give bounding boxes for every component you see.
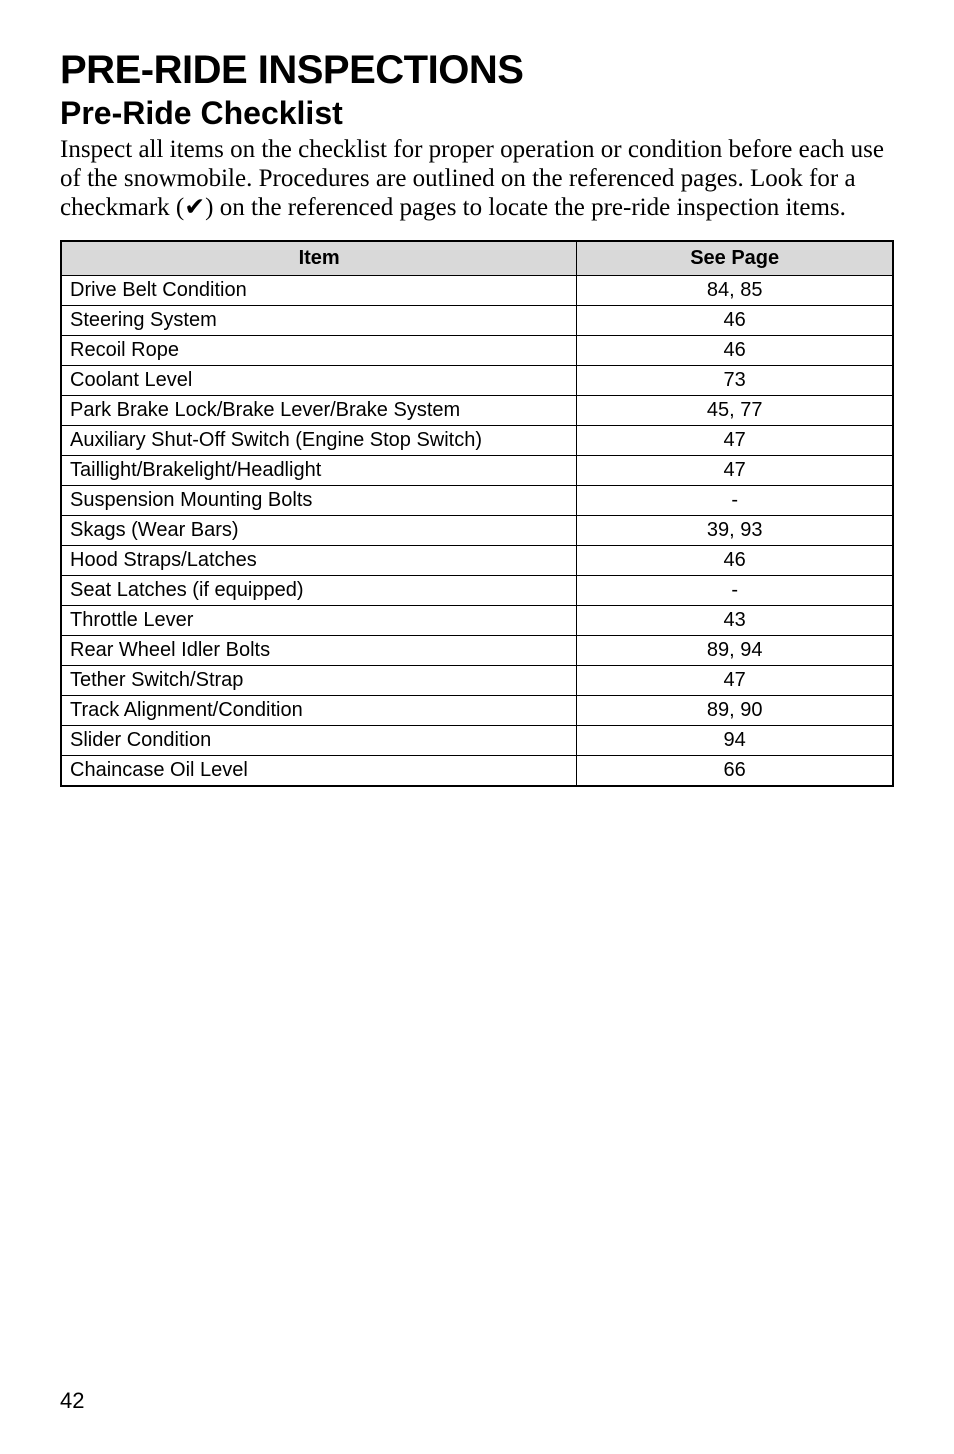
item-cell: Track Alignment/Condition: [61, 696, 577, 726]
table-row: Drive Belt Condition84, 85: [61, 276, 893, 306]
item-cell: Throttle Lever: [61, 606, 577, 636]
table-row: Chaincase Oil Level66: [61, 756, 893, 787]
table-row: Auxiliary Shut-Off Switch (Engine Stop S…: [61, 426, 893, 456]
page-number: 42: [60, 1388, 84, 1414]
page-cell: 45, 77: [577, 396, 893, 426]
page-cell: 39, 93: [577, 516, 893, 546]
table-row: Skags (Wear Bars)39, 93: [61, 516, 893, 546]
item-cell: Drive Belt Condition: [61, 276, 577, 306]
table-row: Suspension Mounting Bolts-: [61, 486, 893, 516]
table-row: Steering System46: [61, 306, 893, 336]
table-row: Taillight/Brakelight/Headlight47: [61, 456, 893, 486]
checklist-table: Item See Page Drive Belt Condition84, 85…: [60, 240, 894, 787]
page-cell: 43: [577, 606, 893, 636]
page-cell: -: [577, 486, 893, 516]
table-row: Throttle Lever43: [61, 606, 893, 636]
page-cell: 46: [577, 306, 893, 336]
sub-title: Pre-Ride Checklist: [60, 95, 894, 132]
table-row: Tether Switch/Strap47: [61, 666, 893, 696]
page-cell: 46: [577, 546, 893, 576]
table-row: Seat Latches (if equipped)-: [61, 576, 893, 606]
page-cell: 47: [577, 666, 893, 696]
table-body: Drive Belt Condition84, 85Steering Syste…: [61, 276, 893, 787]
item-cell: Recoil Rope: [61, 336, 577, 366]
page-cell: 46: [577, 336, 893, 366]
item-cell: Taillight/Brakelight/Headlight: [61, 456, 577, 486]
table-row: Hood Straps/Latches46: [61, 546, 893, 576]
page-cell: 73: [577, 366, 893, 396]
table-row: Coolant Level73: [61, 366, 893, 396]
item-cell: Auxiliary Shut-Off Switch (Engine Stop S…: [61, 426, 577, 456]
page-cell: 89, 90: [577, 696, 893, 726]
header-page: See Page: [577, 241, 893, 276]
item-cell: Hood Straps/Latches: [61, 546, 577, 576]
table-row: Track Alignment/Condition89, 90: [61, 696, 893, 726]
item-cell: Rear Wheel Idler Bolts: [61, 636, 577, 666]
item-cell: Suspension Mounting Bolts: [61, 486, 577, 516]
item-cell: Coolant Level: [61, 366, 577, 396]
page-cell: -: [577, 576, 893, 606]
header-item: Item: [61, 241, 577, 276]
table-header-row: Item See Page: [61, 241, 893, 276]
page-cell: 47: [577, 426, 893, 456]
item-cell: Park Brake Lock/Brake Lever/Brake System: [61, 396, 577, 426]
item-cell: Skags (Wear Bars): [61, 516, 577, 546]
intro-paragraph: Inspect all items on the checklist for p…: [60, 136, 894, 222]
page-cell: 47: [577, 456, 893, 486]
page-cell: 94: [577, 726, 893, 756]
item-cell: Tether Switch/Strap: [61, 666, 577, 696]
item-cell: Steering System: [61, 306, 577, 336]
table-row: Slider Condition94: [61, 726, 893, 756]
page-cell: 66: [577, 756, 893, 787]
table-row: Park Brake Lock/Brake Lever/Brake System…: [61, 396, 893, 426]
table-row: Recoil Rope46: [61, 336, 893, 366]
item-cell: Seat Latches (if equipped): [61, 576, 577, 606]
page-cell: 89, 94: [577, 636, 893, 666]
page-cell: 84, 85: [577, 276, 893, 306]
item-cell: Slider Condition: [61, 726, 577, 756]
item-cell: Chaincase Oil Level: [61, 756, 577, 787]
main-title: PRE-RIDE INSPECTIONS: [60, 48, 894, 93]
table-row: Rear Wheel Idler Bolts89, 94: [61, 636, 893, 666]
